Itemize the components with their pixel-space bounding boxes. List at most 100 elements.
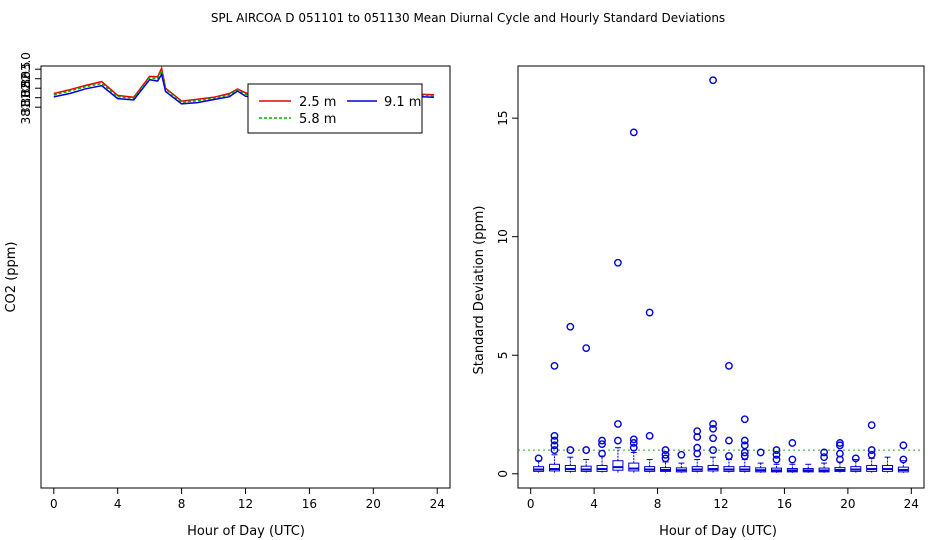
right-x-axis: 0 4 8 12 16 20 24 — [527, 488, 919, 511]
boxplot — [691, 459, 703, 473]
left-x-tick-label: 24 — [430, 497, 445, 511]
boxplot — [580, 459, 592, 473]
right-y-tick-label: 15 — [496, 111, 510, 126]
right-x-tick-label: 0 — [527, 497, 535, 511]
right-x-tick-label: 16 — [777, 497, 792, 511]
left-x-tick-label: 4 — [114, 497, 122, 511]
boxplot — [533, 460, 545, 473]
left-x-tick-label: 16 — [302, 497, 317, 511]
outlier-point — [740, 441, 749, 450]
outlier-point — [693, 449, 702, 458]
legend-label-2-5m: 2.5 m — [299, 95, 336, 110]
outlier-point — [614, 258, 622, 267]
outlier-point — [693, 433, 702, 441]
left-x-axis-label: Hour of Day (UTC) — [187, 524, 305, 539]
outlier-point — [661, 446, 670, 454]
outlier-point — [772, 450, 781, 459]
boxplot — [771, 463, 783, 473]
outlier-point — [598, 436, 606, 445]
boxplot — [723, 459, 735, 473]
outlier-point — [709, 434, 717, 443]
right-panel: 0 4 8 12 16 20 24 0 5 10 15 Hour of Day (UTC) Sta… — [472, 65, 925, 539]
box-iqr — [612, 460, 624, 471]
outlier-point — [677, 450, 686, 459]
outlier-point — [534, 454, 543, 463]
boxplot — [644, 459, 656, 473]
outlier-point — [709, 424, 717, 433]
right-x-tick-label: 12 — [713, 497, 728, 511]
boxplot — [802, 463, 814, 473]
boxplot — [659, 461, 671, 473]
outlier-point — [629, 128, 638, 137]
outlier-point — [582, 344, 591, 353]
left-y-tick-label: 381.5 — [19, 81, 33, 115]
outlier-point — [709, 446, 717, 454]
boxplot — [612, 447, 624, 473]
outlier-point — [550, 436, 559, 445]
boxplot — [755, 462, 767, 473]
outlier-point — [566, 322, 575, 331]
outlier-point — [772, 455, 781, 464]
outlier-point — [645, 308, 654, 317]
outlier-point — [645, 431, 654, 440]
outlier-point — [550, 446, 559, 454]
left-y-tick-label: 383.0 — [19, 52, 33, 86]
right-y-axis: 0 5 10 15 — [496, 111, 518, 478]
outlier-point — [788, 455, 797, 464]
boxplot — [882, 456, 894, 473]
outlier-point — [566, 446, 575, 454]
outlier-point — [582, 446, 591, 454]
outlier-point — [740, 415, 749, 424]
outlier-point — [709, 76, 717, 85]
right-boxplots — [533, 447, 909, 473]
outlier-point — [550, 362, 559, 370]
outlier-point — [740, 448, 749, 457]
box-iqr — [628, 462, 640, 472]
outlier-point — [820, 448, 828, 457]
boxplot — [548, 454, 560, 473]
outlier-point — [629, 435, 638, 444]
outlier-point — [820, 453, 828, 462]
boxplot — [628, 451, 640, 473]
legend-box — [247, 83, 423, 134]
right-y-tick-label: 0 — [496, 470, 510, 478]
left-y-tick-label: 381.0 — [19, 90, 33, 124]
left-x-axis: 0 4 8 12 16 20 24 — [50, 488, 445, 511]
right-y-axis-label: Standard Deviation (ppm) — [472, 206, 487, 375]
legend-label-5-8m: 5.8 m — [299, 112, 336, 127]
boxplot — [834, 461, 846, 473]
figure-title: SPL AIRCOA D 051101 to 051130 Mean Diurn… — [211, 11, 725, 25]
right-y-tick-label: 10 — [496, 229, 510, 244]
left-x-tick-label: 20 — [366, 497, 381, 511]
outlier-point — [899, 455, 908, 464]
outlier-point — [550, 441, 559, 450]
outlier-point — [550, 431, 559, 440]
outlier-point — [772, 446, 781, 454]
outlier-point — [851, 454, 860, 463]
outlier-point — [629, 439, 638, 447]
boxplot — [786, 463, 798, 473]
boxplot — [596, 455, 608, 473]
left-x-tick-label: 8 — [178, 497, 186, 511]
boxplot — [564, 456, 576, 473]
left-y-tick-label: 382.0 — [19, 71, 33, 105]
legend-label-9-1m: 9.1 m — [384, 95, 421, 110]
outlier-point — [836, 439, 844, 447]
outlier-point — [598, 449, 606, 458]
outlier-point — [740, 452, 749, 460]
boxplot — [866, 457, 878, 473]
outlier-point — [598, 440, 606, 449]
outlier-point — [788, 439, 797, 447]
outlier-point — [709, 420, 717, 428]
right-outliers — [534, 76, 908, 464]
boxplot — [675, 462, 687, 473]
outlier-point — [614, 436, 622, 445]
boxplot — [850, 459, 862, 473]
outlier-point — [756, 448, 765, 457]
outlier-point — [725, 436, 733, 445]
box-iqr — [548, 463, 560, 472]
outlier-point — [614, 420, 622, 428]
